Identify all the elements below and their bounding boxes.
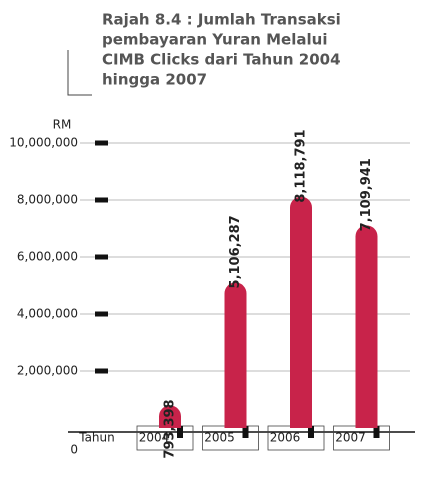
value-label: 793,398 [163,399,178,458]
x-tick-label: 2006 [270,431,301,445]
value-label: 8,118,791 [294,129,309,202]
chart-title: pembayaran Yuran Melalui [102,31,327,49]
x-tick-label: 2007 [335,431,366,445]
value-label: 5,106,287 [228,215,243,288]
y-tick-label: 4,000,000 [17,307,78,321]
category-tick [308,426,314,438]
x-tick-label: 2005 [204,431,235,445]
value-label: 7,109,941 [359,158,374,231]
y-tick-label: 10,000,000 [9,136,78,150]
y-tick-label: 8,000,000 [17,193,78,207]
x-tick-label: 2004 [139,431,170,445]
y-tick-label: 2,000,000 [17,364,78,378]
chart-title: CIMB Clicks dari Tahun 2004 [102,51,341,69]
chart-title: Rajah 8.4 : Jumlah Transaksi [102,11,341,29]
category-tick [242,426,249,438]
tick-mark [95,368,108,374]
bar [159,405,181,428]
y-tick-label: 0 [70,443,78,457]
bar [224,282,247,428]
title-bracket [67,50,92,96]
tick-mark [95,140,108,146]
y-axis-label: RM [53,118,72,132]
chart-title: hingga 2007 [102,71,207,89]
tick-mark [95,197,108,203]
bar [290,196,312,428]
category-tick [373,426,380,438]
tick-mark [95,254,108,260]
category-tick [177,426,183,438]
x-axis-label: Tahun [78,431,115,445]
y-tick-label: 6,000,000 [17,250,78,264]
bar [355,225,378,428]
tick-mark [95,311,108,317]
